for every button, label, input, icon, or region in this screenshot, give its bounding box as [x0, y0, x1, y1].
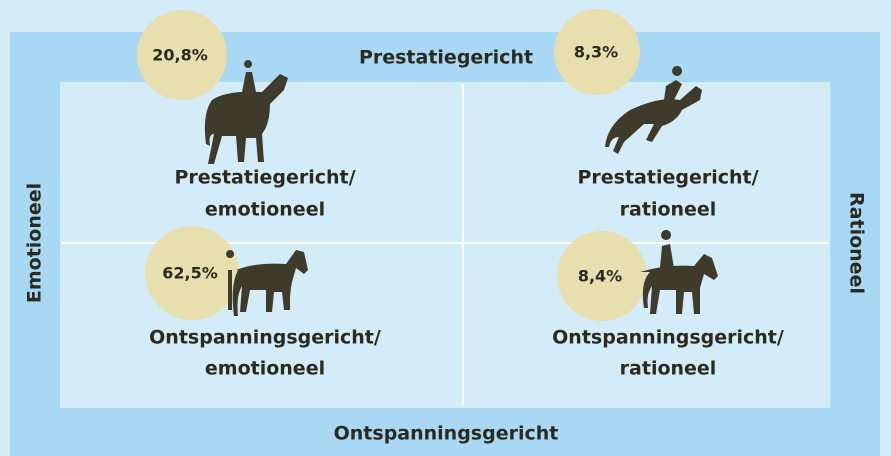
percentage: 62,5% — [162, 264, 218, 283]
bottom-axis-label: Ontspanningsgericht — [334, 423, 559, 445]
left-axis-label: Emotioneel — [24, 183, 46, 303]
percentage: 20,8% — [152, 46, 208, 65]
percentage: 8,4% — [578, 267, 622, 286]
quadrant-label: rationeel — [620, 358, 717, 380]
badge — [145, 226, 239, 320]
percentage: 8,3% — [574, 43, 618, 62]
quadrant-label: Prestatiegericht/ — [577, 167, 758, 189]
horse-icon — [204, 60, 288, 165]
horse-icon — [640, 230, 718, 314]
badge — [137, 10, 227, 100]
badge — [557, 231, 647, 321]
right-axis-label: Rationeel — [846, 192, 868, 294]
horse-icon — [605, 66, 702, 154]
quadrant-label: emotioneel — [205, 199, 325, 221]
quadrant-label: emotioneel — [205, 358, 325, 380]
top-axis-label: Prestatiegericht — [359, 47, 533, 69]
quadrant-label: Prestatiegericht/ — [174, 167, 355, 189]
horse-icon — [226, 250, 308, 316]
quadrant-label: Ontspanningsgericht/ — [552, 327, 784, 349]
quadrant-label: rationeel — [620, 199, 717, 221]
badge — [554, 9, 640, 95]
quadrant-label: Ontspanningsgericht/ — [149, 327, 381, 349]
